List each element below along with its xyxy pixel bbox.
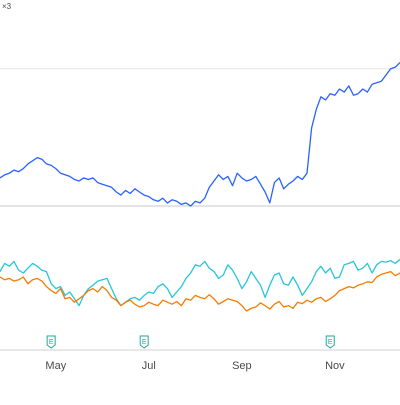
- event-marker-badge: [46, 335, 56, 349]
- event-marker-label: E: [49, 339, 54, 346]
- event-marker[interactable]: E: [325, 335, 335, 349]
- x-tick-label: Jul: [142, 360, 156, 372]
- corner-label: ×3: [2, 2, 12, 11]
- x-axis: May Jul Sep Nov: [45, 360, 345, 372]
- x-tick-label: Sep: [232, 360, 252, 372]
- event-marker-badge: [325, 335, 335, 349]
- event-marker-label: E: [328, 339, 333, 346]
- event-marker-label: E: [142, 339, 147, 346]
- series-line-upper-1: [0, 62, 400, 207]
- event-marker-badge: [139, 335, 149, 349]
- event-marker[interactable]: E: [139, 335, 149, 349]
- series-line-lower-2: [0, 270, 400, 312]
- series-layer: [0, 62, 400, 312]
- grid-layer: [0, 68, 400, 351]
- event-marker[interactable]: E: [46, 335, 56, 349]
- x-tick-label: May: [45, 360, 66, 372]
- x-tick-label: Nov: [325, 360, 345, 372]
- series-line-lower-1: [0, 258, 400, 307]
